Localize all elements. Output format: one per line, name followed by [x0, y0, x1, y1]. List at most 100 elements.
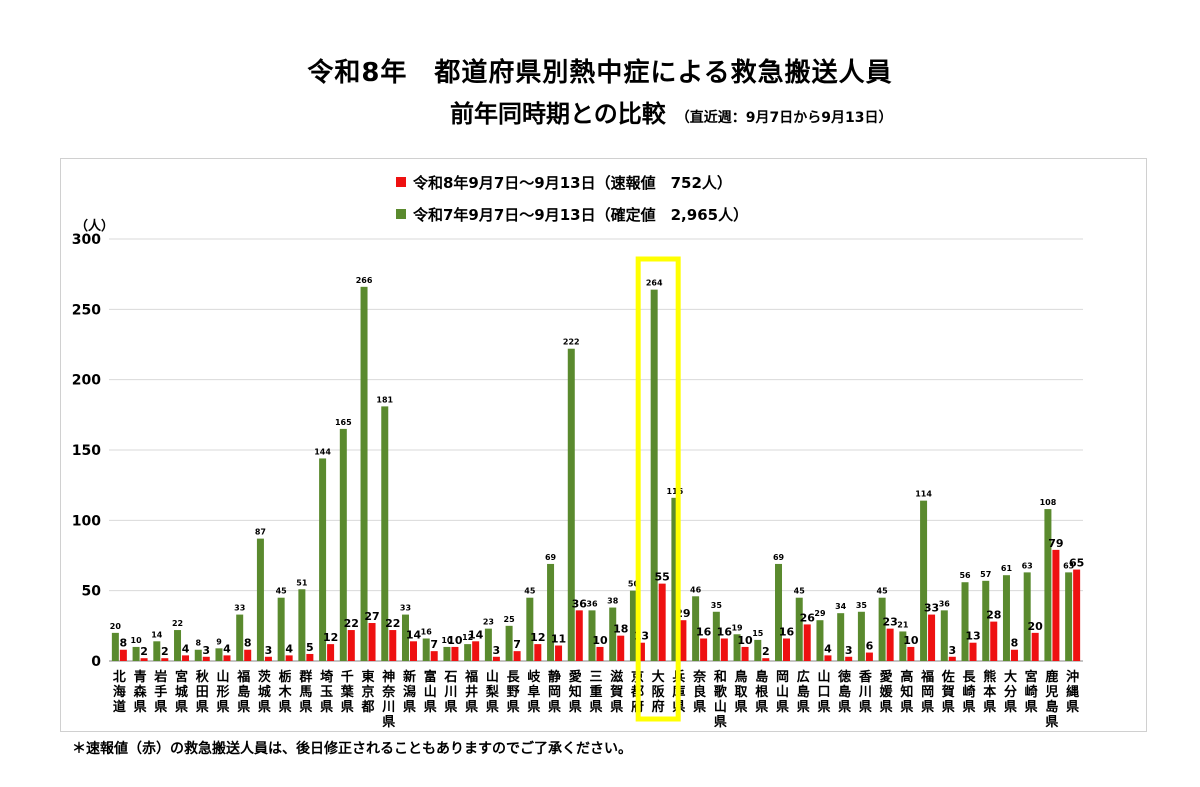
data-label-r7: 63	[1063, 561, 1074, 570]
x-category-char: 県	[963, 700, 976, 715]
data-label-r7: 57	[980, 570, 991, 579]
bar-r7	[837, 613, 845, 661]
data-label-r7: 69	[545, 553, 557, 562]
x-category-char: 森	[134, 684, 148, 700]
x-category-char: 広	[797, 669, 810, 685]
data-label-r7: 114	[915, 490, 932, 499]
x-category-char: 岡	[776, 670, 789, 685]
data-label-r8: 36	[572, 597, 588, 610]
data-label-r8: 10	[737, 634, 753, 647]
data-label-r8: 28	[986, 609, 1001, 622]
bar-r8	[700, 638, 708, 661]
bar-r7	[940, 610, 948, 661]
x-category-char: 崎	[1025, 684, 1038, 700]
bar-r7	[671, 497, 679, 661]
x-category-char: 県	[838, 700, 851, 715]
data-label-r7: 34	[835, 602, 847, 611]
x-category-char: 府	[652, 699, 665, 715]
legend-label-r7: 令和7年9月7日～9月13日（確定値 2,965人）	[413, 206, 748, 224]
x-category-char: 県	[258, 700, 271, 715]
x-category-char: 県	[507, 700, 520, 715]
x-category-char: 岩	[153, 669, 167, 685]
bar-r7	[236, 614, 244, 661]
bar-r7	[256, 538, 264, 661]
bar-r7	[505, 625, 513, 661]
data-label-r7: 20	[110, 622, 122, 631]
x-category-char: 都	[361, 699, 375, 715]
x-category-char: 川	[858, 685, 872, 700]
x-category-char: 県	[776, 700, 789, 715]
bar-r8	[1052, 549, 1060, 661]
bar-r7	[878, 597, 886, 661]
chart-subtitle: 前年同時期との比較 （直近週：9月7日から9月13日）	[450, 94, 892, 129]
x-category-char: 長	[963, 670, 977, 685]
y-tick-label: 100	[72, 513, 101, 529]
x-category-char: 阜	[527, 684, 540, 700]
data-label-r7: 46	[690, 585, 702, 594]
data-label-r7: 35	[711, 601, 723, 610]
legend-label-r8: 令和8年9月7日～9月13日（速報値 752人）	[413, 174, 732, 192]
x-category-char: 県	[693, 700, 706, 715]
y-axis-unit: （人）	[75, 218, 114, 234]
data-label-r8: 20	[1028, 620, 1044, 633]
data-label-r8: 33	[924, 602, 939, 615]
bar-r7	[422, 638, 430, 661]
bar-r8	[555, 645, 563, 661]
bar-r8	[409, 641, 417, 661]
data-label-r7: 25	[504, 615, 516, 624]
subtitle-main: 前年同時期との比較	[450, 100, 666, 128]
x-category-char: 県	[486, 700, 499, 715]
x-category-char: 根	[755, 684, 769, 700]
x-category-char: 富	[424, 669, 437, 685]
data-label-r8: 26	[800, 611, 816, 624]
data-label-r7: 264	[646, 279, 663, 288]
x-category-char: 高	[900, 669, 913, 685]
x-category-char: 県	[216, 700, 229, 715]
x-category-char: 県	[755, 700, 768, 715]
data-label-r7: 51	[296, 578, 308, 587]
x-category-char: 愛	[569, 669, 582, 685]
x-category-char: 宮	[175, 669, 188, 685]
data-label-r8: 79	[1048, 537, 1063, 550]
y-tick-label: 300	[72, 232, 101, 248]
bar-r8	[182, 655, 190, 661]
x-category-char: 県	[196, 700, 209, 715]
x-category-char: 県	[589, 700, 602, 715]
bar-r8	[513, 651, 521, 661]
x-category-char: 京	[362, 684, 375, 700]
x-category-char: 県	[527, 700, 540, 715]
y-tick-label: 150	[72, 443, 101, 459]
data-label-r8: 22	[344, 617, 359, 630]
x-category-char: 県	[444, 700, 457, 715]
x-category-char: 愛	[880, 669, 893, 685]
subtitle-note: （直近週：9月7日から9月13日）	[675, 110, 893, 126]
x-category-char: 分	[1004, 684, 1017, 700]
x-category-char: 道	[113, 699, 126, 715]
data-label-r8: 4	[182, 642, 190, 655]
y-tick-label: 0	[91, 654, 101, 670]
x-category-char: 県	[548, 700, 561, 715]
legend-swatch-r7	[396, 209, 406, 219]
bar-r8	[368, 623, 376, 661]
x-category-char: 県	[1004, 700, 1017, 715]
gridlines	[109, 238, 1083, 662]
data-label-r7: 69	[773, 553, 785, 562]
data-label-r7: 10	[131, 636, 143, 645]
bar-r7	[629, 590, 637, 661]
data-label-r8: 16	[779, 625, 795, 638]
bar-r8	[140, 658, 148, 661]
bar-r7	[816, 620, 824, 661]
x-category-char: 県	[279, 700, 292, 715]
x-category-char: 福	[236, 669, 250, 685]
x-category-char: 野	[507, 685, 520, 700]
bar-r8	[161, 658, 169, 661]
bar-r8	[1031, 632, 1039, 661]
x-category-char: 滋	[610, 669, 623, 685]
data-label-r8: 2	[140, 645, 148, 658]
data-label-r7: 266	[356, 276, 373, 285]
bar-r8	[285, 655, 293, 661]
x-category-char: 山	[817, 669, 830, 685]
bar-r8	[306, 653, 314, 661]
bar-r7	[174, 630, 182, 661]
bar-r8	[762, 658, 770, 661]
